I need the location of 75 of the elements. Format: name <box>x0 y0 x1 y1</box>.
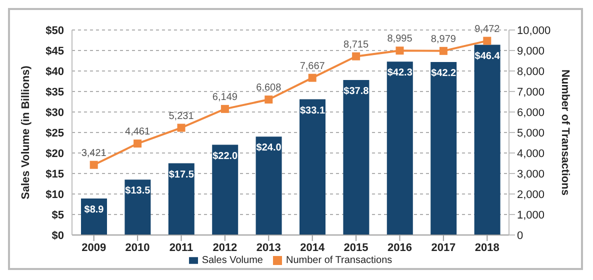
data-label: $42.2 <box>431 68 457 79</box>
y2-tick-label: 6,000 <box>517 106 545 119</box>
y-tick-label: $25 <box>46 127 64 140</box>
x-tick-label: 2018 <box>474 242 500 254</box>
point <box>264 96 273 104</box>
bar <box>386 62 413 235</box>
data-label: 5,231 <box>168 110 194 122</box>
bar <box>300 99 326 235</box>
data-label: 3,421 <box>81 148 107 159</box>
x-tick-label: 2012 <box>212 242 238 254</box>
y2-tick-label: 10,000 <box>517 24 551 37</box>
point <box>90 160 98 169</box>
bar <box>212 144 238 235</box>
y-tick-label: $35 <box>46 86 64 98</box>
data-label: 4,461 <box>125 126 150 138</box>
y-tick-label: $0 <box>52 230 64 242</box>
y-tick-label: $40 <box>46 66 64 78</box>
y2-tick-label: 2,000 <box>517 188 545 201</box>
data-label: $13.5 <box>125 186 151 197</box>
bar <box>343 80 370 235</box>
x-tick-label: 2017 <box>431 242 456 254</box>
x-tick-label: 2013 <box>256 242 281 254</box>
y-axis-title: Sales Volume (in Billions) <box>20 65 32 200</box>
bar <box>474 44 500 235</box>
data-label: $42.3 <box>387 68 413 79</box>
data-label: 9,472 <box>474 24 500 35</box>
y2-tick-label: 8,000 <box>517 66 545 78</box>
y-tick-label: $15 <box>46 168 64 180</box>
y2-tick-label: 4,000 <box>517 148 545 160</box>
y2-tick-label: 3,000 <box>517 168 545 180</box>
point <box>134 140 142 148</box>
point <box>308 74 316 82</box>
point <box>439 46 448 55</box>
data-label: 8,995 <box>387 34 413 45</box>
point <box>352 52 360 60</box>
y-tick-label: $10 <box>46 188 64 201</box>
legend-label: Sales Volume <box>202 255 263 266</box>
data-label: $24.0 <box>256 142 282 154</box>
data-label: 7,667 <box>300 60 326 72</box>
point <box>220 104 229 113</box>
data-label: 8,979 <box>430 34 456 45</box>
point <box>483 36 492 45</box>
y-tick-label: $45 <box>46 45 64 58</box>
data-label: 6,149 <box>212 92 238 103</box>
x-tick-label: 2016 <box>388 242 412 254</box>
data-label: $22.0 <box>212 150 238 162</box>
y-tick-label: $20 <box>46 148 64 160</box>
point <box>177 124 186 132</box>
x-tick-label: 2015 <box>344 242 368 254</box>
y-tick-label: $50 <box>46 24 64 37</box>
y2-tick-label: 7,000 <box>517 86 545 98</box>
point <box>396 46 404 55</box>
y2-tick-label: 1,000 <box>517 209 545 222</box>
x-tick-label: 2011 <box>169 242 194 254</box>
data-label: $17.5 <box>168 169 194 180</box>
data-label: $46.4 <box>474 50 500 62</box>
y2-axis-title: Number of Transactions <box>559 70 572 196</box>
y2-tick-label: 9,000 <box>517 45 545 58</box>
y2-tick-label: 0 <box>517 230 524 242</box>
x-tick-label: 2010 <box>125 242 150 254</box>
data-label: $37.8 <box>344 86 370 98</box>
bar <box>124 180 151 235</box>
data-label: $8.9 <box>84 204 104 216</box>
bar <box>430 62 457 235</box>
x-tick-label: 2014 <box>300 242 326 254</box>
bar <box>256 136 282 235</box>
y-tick-label: $30 <box>46 106 64 119</box>
y-tick-label: $5 <box>52 209 64 222</box>
data-label: 6,608 <box>256 82 282 94</box>
x-tick-label: 2009 <box>82 242 106 254</box>
legend-label: Number of Transactions <box>286 255 392 266</box>
y2-tick-label: 5,000 <box>517 127 545 140</box>
data-label: $33.1 <box>300 105 326 116</box>
bar <box>168 163 194 235</box>
data-label: 8,715 <box>344 39 369 50</box>
